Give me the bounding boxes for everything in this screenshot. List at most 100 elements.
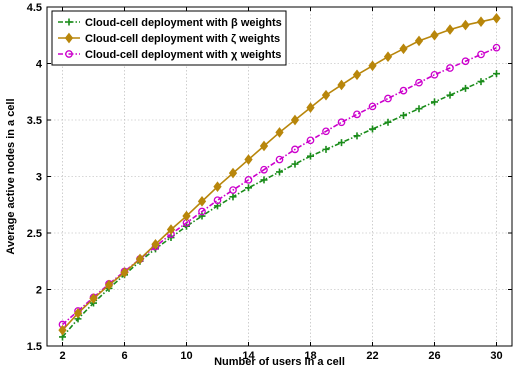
series-2-point [290,114,300,126]
series-3-point [399,86,408,95]
y-tick-label: 4 [36,59,43,71]
series-2-point [476,16,486,28]
series-3-line [61,46,497,326]
series-3-point [229,186,237,194]
series-2-point [399,43,408,55]
series-3-point [477,50,485,59]
series-1-point [446,91,454,99]
series-1-point [198,212,206,220]
series-2-point [461,19,470,31]
series-3-point [291,145,299,154]
series-3-point [430,70,439,79]
series-1 [59,70,500,341]
series-2-point [430,29,439,41]
series-1-point [229,193,237,201]
series-2-point [73,307,83,319]
series-3-point [415,78,423,87]
legend-entry-1: Cloud-cell deployment with β weights [58,17,282,29]
legend-entry-2: Cloud-cell deployment with ζ weights [58,32,280,45]
legend-label: Cloud-cell deployment with χ weights [85,49,281,61]
series-3-point [244,176,253,184]
series-2-point [228,167,238,179]
axis-ticks: 2 6 10 14 18 22 26 301.522.533.544.5 [27,2,512,362]
x-tick-label: 18 [304,350,316,362]
series-2-point [321,89,331,101]
series-1-point [322,145,330,153]
series-2-point [259,140,269,152]
series-2-point [337,79,346,91]
x-axis-label: Number of users in a cell [214,356,345,368]
y-tick-label: 3.5 [27,115,42,127]
legend-label: Cloud-cell deployment with β weights [85,17,282,29]
series-1-point [260,176,268,184]
series-1-point [276,168,283,176]
legend-marker [65,50,73,58]
legend-box [51,10,287,66]
series-1-point [462,84,469,92]
series-2-point [89,293,98,304]
y-tick-label: 4.5 [27,2,42,14]
series-1-point [384,118,392,126]
series-1-point [353,132,361,140]
series-3-point [368,102,377,111]
series-1-point [400,111,407,119]
series-3-point [353,110,361,119]
series-2-point [275,127,284,138]
series-2-point [244,154,253,165]
x-tick-label: 10 [180,350,192,362]
series-3-point [384,94,392,103]
series-2-point [213,181,222,192]
series-3-point [275,155,284,164]
series-3-point [492,43,501,52]
series-3-point [213,196,222,205]
series-2-point [182,210,191,222]
series-2-point [445,24,455,35]
series-3-point [198,207,206,216]
x-tick-label: 26 [428,350,440,362]
legend-entry-3: Cloud-cell deployment with χ weights [58,49,281,61]
series-2-point [135,253,145,265]
x-tick-label: 2 [59,350,65,362]
series-3-point [461,57,470,66]
series-2-point [383,51,393,63]
y-tick-label: 3 [36,172,42,184]
series-1-point [477,78,485,86]
series-2-point [120,267,129,278]
series-2 [58,12,501,336]
series-2-point [414,35,424,47]
y-tick-label: 2 [36,285,42,297]
series-2-point [197,196,207,207]
series-group [58,12,501,341]
x-tick-label: 14 [242,350,255,362]
series-1-point [369,125,376,133]
y-tick-label: 1.5 [27,341,42,353]
series-1-point [245,184,252,192]
series-1-line [61,72,497,338]
series-3-point [446,64,454,72]
series-1-point [431,98,438,106]
series-3 [58,43,501,329]
series-3-point [337,118,346,127]
legend-marker [65,18,73,26]
legend: Cloud-cell deployment with β weights Clou… [51,10,287,66]
series-2-point [368,60,377,72]
legend-label: Cloud-cell deployment with ζ weights [85,33,280,45]
series-1-point [493,70,500,78]
series-1-point [307,152,314,160]
series-2-point [58,324,67,336]
x-tick-label: 22 [366,350,378,362]
series-1-point [415,105,423,113]
series-2-point [166,224,176,235]
series-3-point [322,127,330,136]
series-2-point [306,102,315,113]
y-tick-label: 2.5 [27,228,42,240]
series-2-point [151,238,160,250]
series-1-point [338,139,345,147]
x-tick-label: 30 [490,350,502,362]
series-2-point [492,12,501,24]
x-tick-label: 6 [121,350,127,362]
legend-marker [64,32,74,44]
series-3-point [260,165,268,174]
series-1-point [291,160,299,168]
